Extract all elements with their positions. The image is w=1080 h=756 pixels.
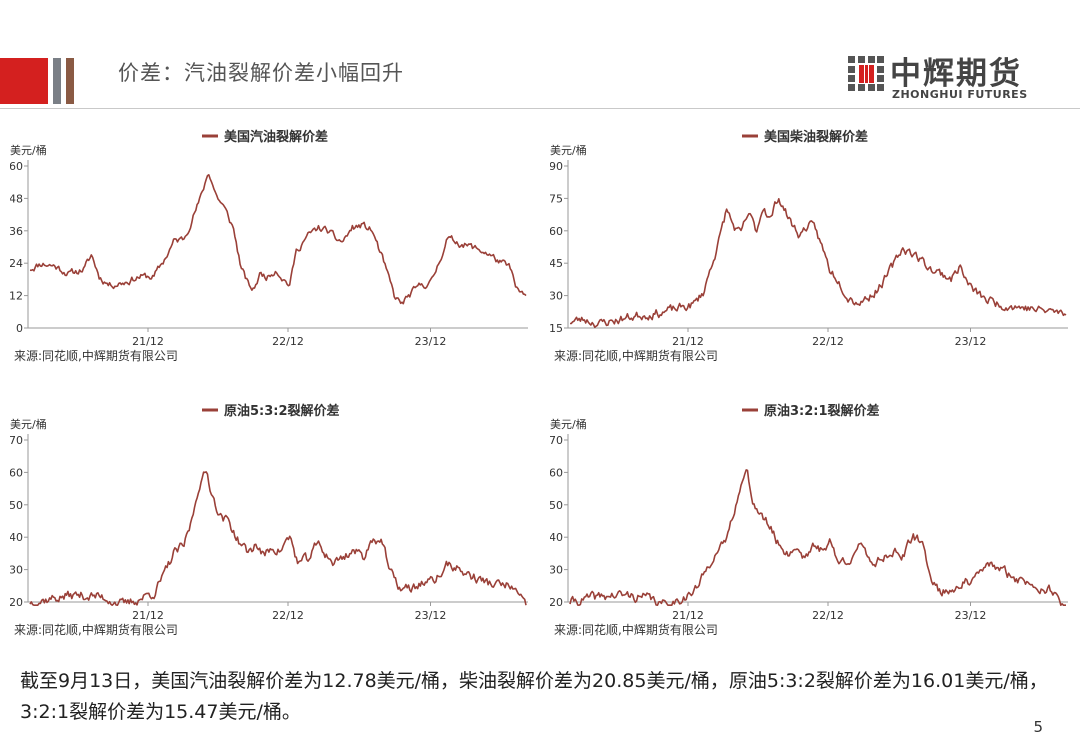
y-tick-label: 60 [550,225,563,238]
logo-english-name: ZHONGHUI FUTURES [892,88,1028,101]
chart-gasoline-crack: 美国汽油裂解价差美元/桶 0 12 24 36 48 60 21/12 22/12 23/12 来源… [10,122,538,368]
y-tick-label: 90 [550,160,563,173]
legend-label: 原油5:3:2裂解价差 [224,403,340,419]
x-tick-label: 21/12 [672,335,704,348]
series-line [29,471,527,606]
chart-source: 来源:同花顺,中辉期货有限公司 [14,348,178,363]
y-tick-label: 15 [550,322,563,335]
y-tick-label: 0 [16,322,23,335]
page-title: 价差：汽油裂解价差小幅回升 [118,61,404,85]
y-tick-label: 24 [10,257,23,270]
logo-name: 中辉期货 [890,56,1022,92]
x-tick-label: 23/12 [415,609,447,622]
header-divider [0,108,1080,109]
x-tick-label: 22/12 [272,609,304,622]
series-line [569,469,1066,606]
company-logo: 中辉期货 ZHONGHUI FUTURES [848,54,1028,104]
chart-crude-321-crack: 原油3:2:1裂解价差美元/桶 20 30 40 50 60 70 21/12 22/12 23/… [550,396,1078,642]
y-tick-label: 45 [550,257,563,270]
y-tick-label: 12 [10,290,23,303]
y-tick-label: 40 [550,531,563,544]
y-axis-unit: 美元/桶 [10,417,47,431]
x-tick-label: 22/12 [812,609,844,622]
y-tick-label: 75 [550,192,563,205]
chart-source: 来源:同花顺,中辉期货有限公司 [554,622,718,637]
brand-gray-bar [53,58,61,104]
x-tick-label: 21/12 [132,609,164,622]
legend-label: 原油3:2:1裂解价差 [764,403,880,419]
y-tick-label: 20 [550,596,563,609]
chart-source: 来源:同花顺,中辉期货有限公司 [14,622,178,637]
y-axis-unit: 美元/桶 [10,143,47,157]
chart-source: 来源:同花顺,中辉期货有限公司 [554,348,718,363]
x-tick-label: 23/12 [955,335,987,348]
legend-label: 美国汽油裂解价差 [224,129,328,145]
x-tick-label: 22/12 [812,335,844,348]
y-tick-label: 30 [550,290,563,303]
y-tick-label: 30 [550,564,563,577]
y-axis-unit: 美元/桶 [550,143,587,157]
y-tick-label: 48 [10,192,23,205]
x-tick-label: 22/12 [272,335,304,348]
y-tick-label: 60 [10,160,23,173]
brand-brown-bar [66,58,74,104]
chart-crude-532-crack: 原油5:3:2裂解价差美元/桶 20 30 40 50 60 70 21/12 22/12 23/… [10,396,538,642]
x-tick-label: 23/12 [955,609,987,622]
series-line [570,198,1067,329]
y-tick-label: 70 [10,434,23,447]
series-line [29,174,527,305]
y-axis-unit: 美元/桶 [550,417,587,431]
y-tick-label: 36 [10,225,23,238]
brand-red-block [0,58,48,104]
y-tick-label: 20 [10,596,23,609]
y-tick-label: 50 [550,499,563,512]
y-tick-label: 70 [550,434,563,447]
chart-diesel-crack: 美国柴油裂解价差美元/桶 15 30 45 60 75 90 21/12 22/12 23/12 来… [550,122,1078,368]
x-tick-label: 23/12 [415,335,447,348]
logo-grid-icon [848,56,884,91]
y-tick-label: 40 [10,531,23,544]
y-tick-label: 60 [10,466,23,479]
y-tick-label: 50 [10,499,23,512]
x-tick-label: 21/12 [672,609,704,622]
legend-label: 美国柴油裂解价差 [764,129,868,145]
y-tick-label: 60 [550,466,563,479]
y-tick-label: 30 [10,564,23,577]
page-number: 5 [1033,718,1043,736]
summary-text: 截至9月13日，美国汽油裂解价差为12.78美元/桶，柴油裂解价差为20.85美… [20,670,1048,723]
x-tick-label: 21/12 [132,335,164,348]
